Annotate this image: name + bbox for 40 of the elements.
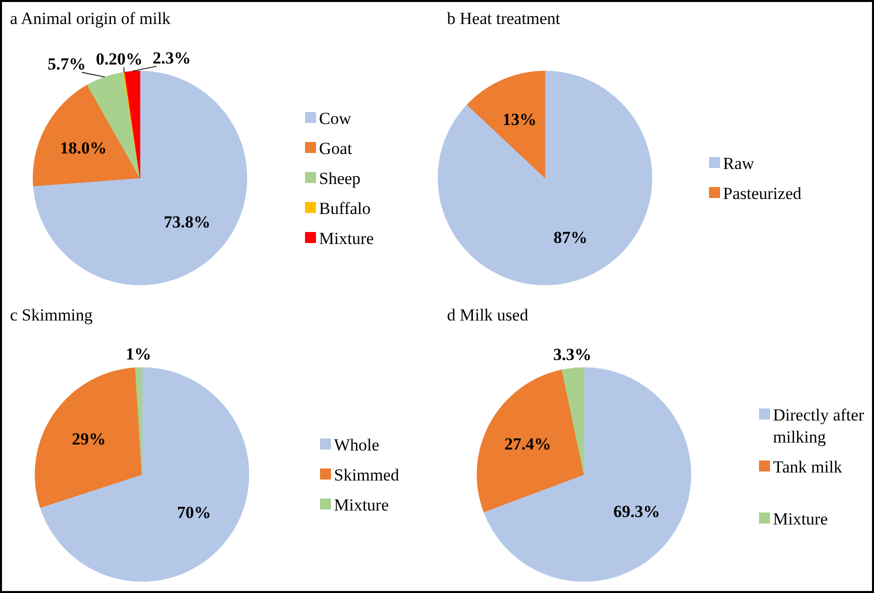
data-label: 69.3% <box>613 502 660 522</box>
legend-label: Pasteurized <box>723 184 802 203</box>
legend-label: Tank milk <box>773 457 843 476</box>
pie-slice <box>135 367 142 475</box>
chart-title: d Milk used <box>447 306 529 324</box>
pie-slice <box>484 367 692 582</box>
chart-title: a Animal origin of milk <box>10 9 172 28</box>
data-label: 70% <box>176 503 211 522</box>
pie-slice <box>562 367 584 475</box>
data-label: 13% <box>502 110 537 130</box>
data-label: 87% <box>553 228 588 247</box>
pie-slice <box>32 84 140 186</box>
legend-label: Mixture <box>334 495 389 514</box>
legend-label: Goat <box>319 138 352 158</box>
data-label: 2.3% <box>152 48 191 68</box>
legend-label: Mixture <box>773 509 828 528</box>
pie-slice <box>33 70 248 286</box>
pie-slice <box>466 70 546 178</box>
data-label: 1% <box>126 344 152 364</box>
data-label: 73.8% <box>164 212 210 232</box>
pie-slice <box>438 70 652 286</box>
legend-label: Buffalo <box>319 198 371 218</box>
chart-title: b Heat treatment <box>447 9 561 28</box>
data-label: 27.4% <box>504 434 552 454</box>
data-label: 18.0% <box>60 138 107 158</box>
pie-slice <box>476 370 584 512</box>
data-label: 0.20% <box>96 49 143 68</box>
legend-label: Cow <box>319 108 352 128</box>
legend-label: Directly after milking <box>773 405 864 446</box>
chart-title: c Skimming <box>10 306 94 324</box>
pie-slice <box>34 367 142 508</box>
legend-label: Whole <box>334 435 380 454</box>
data-label: 5.7% <box>48 54 86 74</box>
pie-slice <box>40 367 250 582</box>
legend-label: Sheep <box>319 168 361 188</box>
legend-label: Skimmed <box>334 465 400 484</box>
legend-label: Mixture <box>319 228 374 248</box>
legend-label: Raw <box>723 154 755 173</box>
data-label: 29% <box>72 429 106 448</box>
data-label: 3.3% <box>553 345 592 364</box>
